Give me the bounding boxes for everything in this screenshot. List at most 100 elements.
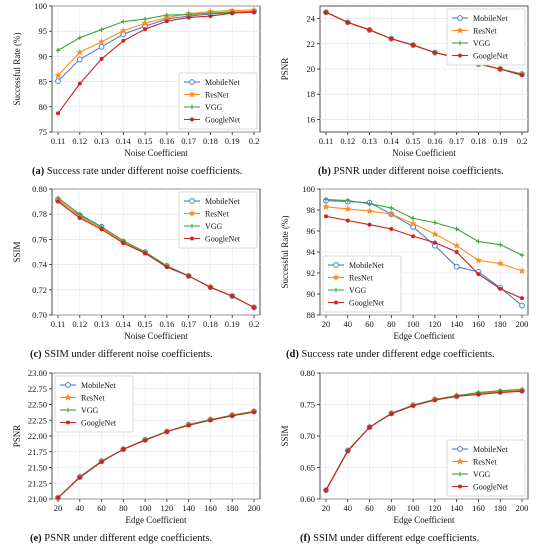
data-point-googlenet xyxy=(186,15,191,20)
legend-label-mobilenet: MobileNet xyxy=(473,445,508,454)
y-tick-label: 20 xyxy=(307,64,316,74)
x-axis-label: Noise Coefficient xyxy=(392,148,456,158)
legend-label-resnet: ResNet xyxy=(81,394,105,403)
x-tick-label: 0.15 xyxy=(138,136,153,146)
chart-panel-b: 16 18 20 22 24 0.11 0.12 0.13 0.14 0.15 0.16 0.17 0.… xyxy=(268,0,535,164)
legend-marker-resnet xyxy=(332,273,340,281)
data-point-resnet xyxy=(409,219,417,227)
data-point-vgg xyxy=(121,19,126,24)
x-tick-label: 0.11 xyxy=(51,319,66,329)
data-point-vgg xyxy=(410,216,416,221)
legend: MobileNet ResNet VGG GoogleNet xyxy=(178,72,258,130)
data-point-googlenet xyxy=(121,447,126,452)
y-tick-label: 0.76 xyxy=(32,234,47,244)
series-line-vgg xyxy=(57,10,255,51)
data-point-googlenet xyxy=(186,273,191,278)
data-point-resnet xyxy=(141,19,149,27)
x-tick-label: 0.18 xyxy=(203,319,218,329)
series-line-googlenet xyxy=(325,215,523,299)
legend: MobileNet ResNet VGG GoogleNet xyxy=(178,191,258,249)
series-line-googlenet xyxy=(57,411,255,499)
y-tick-label: 94 xyxy=(307,247,316,257)
data-point-resnet xyxy=(518,267,526,274)
data-point-vgg xyxy=(454,226,459,232)
y-tick-label: 0.74 xyxy=(32,260,48,270)
legend-box xyxy=(446,439,526,497)
data-point-googlenet xyxy=(55,495,61,500)
series-line-googlenet xyxy=(57,11,255,114)
x-axis-label: Noise Coefficient xyxy=(124,331,188,341)
y-axis-label: PSNR xyxy=(280,58,290,81)
x-tick-label: 0.15 xyxy=(406,136,421,146)
data-point-vgg xyxy=(476,239,481,244)
y-tick-label: 88 xyxy=(307,310,316,320)
data-point-googlenet xyxy=(454,394,459,399)
y-tick-label: 22.50 xyxy=(28,400,47,410)
legend-marker-googlenet xyxy=(333,300,339,305)
x-tick-label: 0.12 xyxy=(72,319,87,329)
x-tick-label: 20 xyxy=(322,503,331,513)
data-point-googlenet xyxy=(367,222,372,227)
legend-label-googlenet: GoogleNet xyxy=(205,116,241,125)
data-point-vgg xyxy=(519,252,525,258)
series-vgg xyxy=(323,197,525,258)
x-tick-label: 40 xyxy=(76,503,85,513)
x-tick-label: 0.16 xyxy=(159,136,174,146)
data-point-googlenet xyxy=(143,438,148,443)
legend-label-googlenet: GoogleNet xyxy=(473,52,509,61)
legend-label-vgg: VGG xyxy=(349,286,367,295)
data-point-googlenet xyxy=(55,111,61,116)
legend-label-googlenet: GoogleNet xyxy=(473,483,509,492)
y-tick-label: 21.25 xyxy=(28,478,47,488)
series-line-vgg xyxy=(325,198,523,256)
data-point-googlenet xyxy=(498,66,503,72)
x-tick-label: 60 xyxy=(97,503,106,513)
legend-marker-mobilenet xyxy=(189,79,195,85)
legend: MobileNet ResNet VGG GoogleNet xyxy=(446,439,526,497)
data-point-vgg xyxy=(432,220,438,225)
legend-marker-resnet xyxy=(188,209,196,217)
x-tick-label: 20 xyxy=(322,319,331,329)
data-point-googlenet xyxy=(389,226,394,231)
x-tick-label: 120 xyxy=(429,319,442,329)
data-point-googlenet xyxy=(519,296,525,301)
x-tick-label: 160 xyxy=(204,503,217,513)
data-point-googlenet xyxy=(99,227,104,232)
caption-b: (b) PSNR under different noise coefficie… xyxy=(318,166,504,177)
y-tick-label: 24 xyxy=(307,14,316,24)
data-point-resnet xyxy=(322,203,330,210)
data-point-googlenet xyxy=(345,449,350,454)
legend-box xyxy=(178,191,258,249)
x-tick-label: 140 xyxy=(182,503,195,513)
data-point-vgg xyxy=(389,205,394,211)
legend-marker-mobilenet xyxy=(189,198,195,204)
legend-box xyxy=(54,375,134,433)
data-point-resnet xyxy=(387,210,395,218)
data-point-googlenet xyxy=(164,429,169,434)
x-tick-label: 80 xyxy=(387,503,396,513)
legend-label-googlenet: GoogleNet xyxy=(81,419,117,428)
legend-label-mobilenet: MobileNet xyxy=(205,78,240,87)
y-tick-label: 21.00 xyxy=(28,494,47,504)
legend-marker-resnet xyxy=(456,26,464,34)
y-tick-label: 0.70 xyxy=(32,310,47,320)
legend-marker-vgg xyxy=(457,40,463,46)
x-tick-label: 0.13 xyxy=(94,136,109,146)
legend-marker-googlenet xyxy=(457,484,463,489)
data-point-vgg xyxy=(99,27,104,32)
legend-marker-googlenet xyxy=(189,117,195,122)
legend-marker-vgg xyxy=(333,287,339,293)
legend-label-resnet: ResNet xyxy=(205,210,229,219)
series-resnet xyxy=(322,203,526,274)
legend-box xyxy=(446,8,526,66)
x-tick-label: 60 xyxy=(365,503,374,513)
chart-panel-c: 0.70 0.72 0.74 0.76 0.78 0.80 0.11 0.12 0.13 0.14… xyxy=(0,183,267,347)
y-tick-label: 0.80 xyxy=(300,368,315,378)
legend-label-mobilenet: MobileNet xyxy=(473,14,508,23)
legend-marker-mobilenet xyxy=(457,15,463,21)
data-point-googlenet xyxy=(230,11,235,16)
x-tick-label: 0.14 xyxy=(116,136,132,146)
data-point-googlenet xyxy=(367,27,372,32)
data-point-googlenet xyxy=(476,272,481,277)
data-point-googlenet xyxy=(143,27,148,32)
